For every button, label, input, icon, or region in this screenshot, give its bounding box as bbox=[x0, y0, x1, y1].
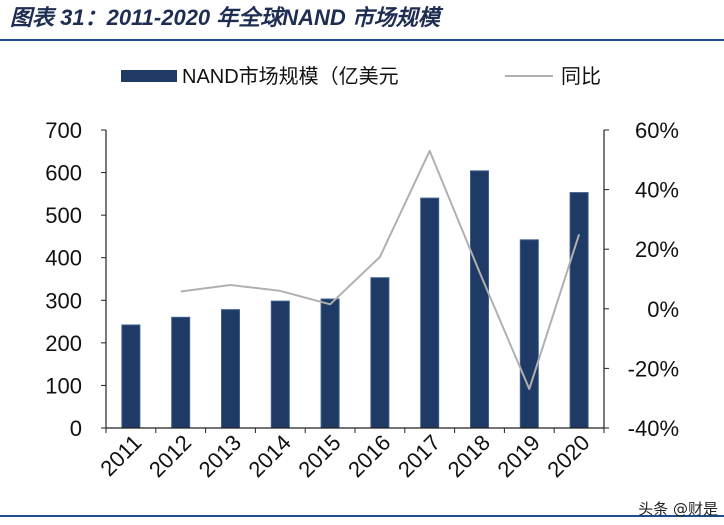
legend-swatch-bar bbox=[121, 70, 177, 82]
x-tick-label-2018: 2018 bbox=[443, 430, 495, 482]
x-tick-label-2014: 2014 bbox=[244, 430, 296, 482]
y-left-tick-label: 400 bbox=[45, 246, 82, 271]
bar-2018 bbox=[470, 170, 489, 429]
y-right-tick-label: -40% bbox=[628, 416, 679, 441]
bar-2019 bbox=[519, 239, 539, 429]
y-left-tick-label: 300 bbox=[45, 288, 82, 313]
bar-2014 bbox=[270, 300, 290, 429]
y-right-tick-label: 20% bbox=[635, 237, 679, 262]
y-right-tick-label: -20% bbox=[628, 356, 679, 381]
y-left-tick-label: 200 bbox=[45, 331, 82, 356]
bar-2012 bbox=[171, 316, 191, 429]
y-right-tick-label: 0% bbox=[647, 297, 679, 322]
legend-label-line: 同比 bbox=[561, 65, 601, 88]
y-right-tick-label: 60% bbox=[635, 118, 679, 143]
legend-label-bar: NAND市场规模（亿美元 bbox=[182, 65, 399, 88]
y-left-tick-label: 0 bbox=[70, 416, 82, 441]
y-left-tick-label: 500 bbox=[45, 203, 82, 228]
y-left-tick-label: 700 bbox=[45, 118, 82, 143]
title-rule bbox=[0, 39, 724, 41]
bar-2020 bbox=[569, 192, 589, 429]
x-tick-label-2012: 2012 bbox=[144, 430, 196, 482]
bottom-rule bbox=[0, 515, 724, 517]
bar-2015 bbox=[320, 298, 340, 429]
x-tick-label-2013: 2013 bbox=[194, 430, 246, 482]
x-tick-label-2019: 2019 bbox=[493, 430, 545, 482]
x-tick-label-2011: 2011 bbox=[95, 430, 146, 481]
x-tick-label-2016: 2016 bbox=[343, 430, 395, 482]
watermark: 头条 @财是 bbox=[638, 500, 718, 518]
y-left-tick-label: 600 bbox=[45, 161, 82, 186]
bar-2017 bbox=[420, 197, 440, 429]
x-tick-label-2017: 2017 bbox=[393, 430, 445, 482]
bar-2013 bbox=[221, 309, 240, 429]
bar-2016 bbox=[370, 277, 390, 429]
bar-2011 bbox=[121, 324, 141, 429]
x-tick-label-2020: 2020 bbox=[542, 430, 594, 482]
y-right-tick-label: 40% bbox=[635, 178, 679, 203]
yoy-line bbox=[180, 149, 581, 390]
y-left-tick-label: 100 bbox=[45, 373, 82, 398]
x-tick-label-2015: 2015 bbox=[293, 430, 345, 482]
chart-title: 图表 31：2011-2020 年全球NAND 市场规模 bbox=[10, 5, 440, 30]
